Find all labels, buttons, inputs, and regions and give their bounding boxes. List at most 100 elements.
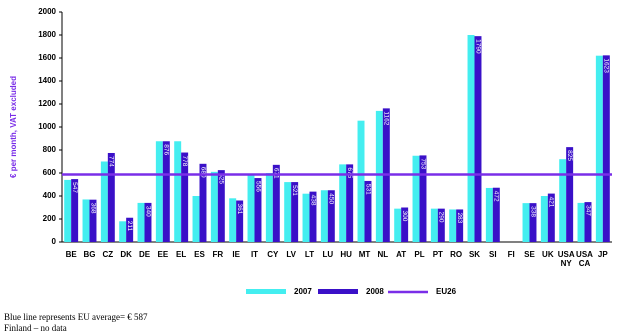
y-tick-label: 200: [43, 214, 57, 223]
x-tick-label: RO: [450, 250, 462, 259]
value-label: 778: [181, 156, 188, 167]
bar: [119, 221, 127, 242]
legend-swatch: [246, 289, 286, 294]
y-tick-label: 1200: [38, 99, 56, 108]
y-tick-label: 1400: [38, 76, 56, 85]
legend-label: EU26: [436, 287, 457, 296]
bar: [254, 178, 262, 242]
bar: [181, 152, 189, 242]
value-label: 556: [254, 181, 261, 192]
x-tick-label: SE: [524, 250, 535, 259]
value-label: 521: [291, 185, 298, 196]
bar: [291, 182, 299, 242]
bar: [401, 207, 409, 242]
x-tick-label: SK: [469, 250, 480, 259]
bar: [566, 147, 574, 242]
legend-label: 2007: [294, 287, 312, 296]
value-label: 680: [199, 167, 206, 178]
value-label: 825: [566, 150, 573, 161]
bar: [320, 190, 328, 242]
value-label: 1623: [603, 58, 610, 73]
bar: [327, 190, 335, 242]
bar: [71, 179, 79, 242]
value-label: 368: [89, 203, 96, 214]
bar: [375, 110, 383, 243]
y-tick-label: 2000: [38, 7, 56, 16]
bar: [412, 155, 420, 242]
value-label: 347: [584, 205, 591, 216]
bar: [210, 171, 218, 242]
bar: [155, 141, 163, 242]
value-label: 300: [401, 211, 408, 222]
bar: [577, 202, 585, 242]
x-tick-label: BE: [66, 250, 78, 259]
x-tick-label: LV: [286, 250, 296, 259]
bar: [492, 187, 500, 242]
x-tick-label: MT: [359, 250, 371, 259]
bar: [137, 202, 145, 242]
y-axis-label: € per month, VAT excluded: [9, 76, 18, 178]
x-tick-label: CZ: [102, 250, 113, 259]
value-label: 450: [328, 193, 335, 204]
legend-label: 2008: [366, 287, 384, 296]
bar: [540, 196, 548, 242]
note: Finland – no data: [4, 323, 67, 333]
bar: [192, 196, 200, 242]
x-tick-label: EL: [176, 250, 186, 259]
x-tick-label: LT: [305, 250, 314, 259]
value-label: 340: [144, 206, 151, 217]
value-label: 1790: [474, 39, 481, 54]
x-tick-label: BG: [84, 250, 96, 259]
y-tick-label: 600: [43, 168, 57, 177]
bar: [485, 187, 493, 242]
note: Blue line represents EU average= € 587: [4, 312, 148, 322]
bar: [302, 193, 310, 242]
value-label: 361: [236, 203, 243, 214]
bar: [474, 36, 482, 243]
value-label: 531: [364, 184, 371, 195]
bar: [467, 35, 475, 242]
y-tick-label: 1800: [38, 30, 56, 39]
x-tick-label: DE: [139, 250, 151, 259]
y-tick-label: 400: [43, 191, 57, 200]
value-label: 547: [71, 182, 78, 193]
bar: [309, 191, 317, 242]
bar: [595, 55, 603, 243]
x-tick-label: UK: [542, 250, 554, 259]
x-tick-label: SI: [489, 250, 497, 259]
bar: [559, 159, 567, 242]
bar: [449, 209, 457, 242]
y-tick-label: 1600: [38, 53, 56, 62]
value-label: 625: [218, 173, 225, 184]
bar: [456, 209, 464, 242]
bar: [364, 180, 372, 242]
bar: [107, 152, 115, 242]
bar: [437, 208, 445, 242]
bar: [265, 173, 273, 242]
value-label: 876: [163, 144, 170, 155]
bar: [419, 155, 427, 242]
x-tick-label: CY: [267, 250, 279, 259]
bar: [82, 199, 90, 242]
value-label: 472: [493, 191, 500, 202]
value-label: 421: [548, 197, 555, 208]
bar: [602, 55, 610, 243]
bar: [522, 203, 530, 242]
bar: [174, 141, 182, 242]
bar: [144, 202, 152, 242]
bar: [217, 170, 225, 242]
x-tick-label: IE: [232, 250, 240, 259]
legend-swatch: [318, 289, 358, 294]
x-tick-label: IT: [251, 250, 258, 259]
value-label: 675: [346, 167, 353, 178]
bar: [430, 208, 438, 242]
value-label: 290: [438, 212, 445, 223]
bar: [229, 198, 237, 242]
value-label: 774: [108, 156, 115, 167]
value-label: 211: [126, 221, 133, 232]
value-label: 1162: [383, 111, 390, 125]
value-label: 438: [309, 195, 316, 206]
x-tick-label: LU: [322, 250, 333, 259]
bar: [126, 217, 134, 242]
